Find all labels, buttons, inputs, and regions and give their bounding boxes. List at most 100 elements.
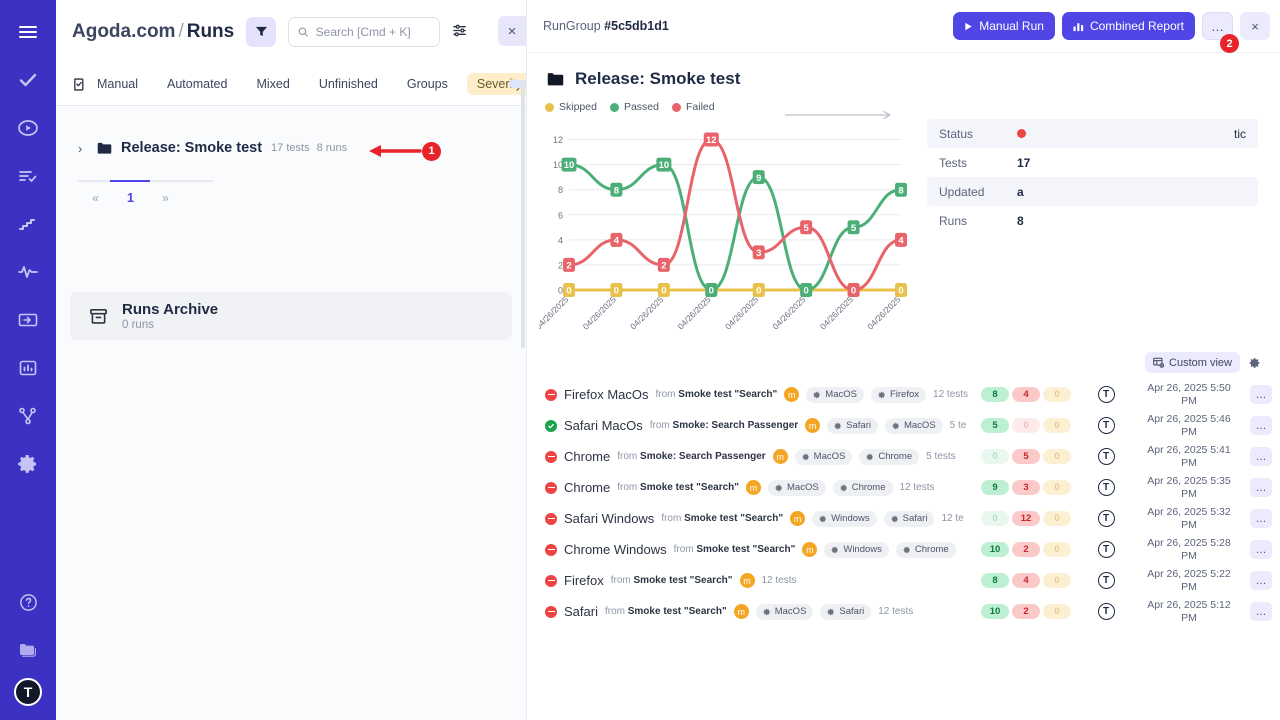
breadcrumb: Agoda.com / Runs — [72, 21, 234, 43]
breadcrumb-separator: / — [178, 20, 184, 42]
tab-overflow[interactable] — [509, 80, 526, 88]
activity-icon[interactable] — [8, 252, 48, 292]
legend-item-passed[interactable]: Passed — [609, 101, 659, 113]
pagination-page-1[interactable]: 1 — [126, 190, 135, 205]
run-count-passed: 8 — [981, 387, 1009, 402]
avatar[interactable]: T — [14, 678, 42, 706]
svg-text:2: 2 — [566, 261, 571, 272]
left-panel-scrollbar[interactable] — [521, 80, 525, 348]
chart-bar-icon[interactable] — [8, 348, 48, 388]
run-row[interactable]: Chrome from Smoke test "Search" m MacOS Chro… — [527, 472, 1280, 503]
run-counts: 10 2 0 — [981, 604, 1071, 619]
svg-text:0: 0 — [661, 286, 666, 297]
branch-icon[interactable] — [8, 396, 48, 436]
rungroup-info-table: Status tic Tests 17 Updated a Runs 8 — [927, 119, 1258, 342]
run-row[interactable]: Chrome from Smoke: Search Passenger m MacOS… — [527, 441, 1280, 472]
list-check-icon[interactable] — [8, 156, 48, 196]
run-row[interactable]: Safari from Smoke test "Search" m MacOS Safa… — [527, 596, 1280, 627]
svg-text:5: 5 — [803, 223, 809, 234]
close-detail-button[interactable]: × — [1240, 12, 1270, 40]
import-icon[interactable] — [8, 300, 48, 340]
filter-button[interactable] — [246, 16, 277, 47]
rungroup-label-text: RunGroup — [543, 19, 601, 33]
tab-groups[interactable]: Groups — [406, 77, 448, 91]
search-box[interactable] — [288, 16, 441, 47]
run-more-button[interactable]: … — [1250, 540, 1272, 559]
run-tests-count: 5 te — [949, 420, 967, 431]
run-count-failed: 2 — [1012, 542, 1040, 557]
status-failed-icon — [545, 450, 557, 463]
breadcrumb-org[interactable]: Agoda.com — [72, 20, 176, 42]
svg-text:8: 8 — [898, 185, 903, 196]
more-options-button[interactable]: … — [1202, 12, 1233, 40]
tab-automated[interactable]: Automated — [167, 77, 228, 91]
gear-icon[interactable] — [1246, 354, 1264, 372]
run-mode-badge: m — [739, 573, 755, 588]
tab-mixed[interactable]: Mixed — [256, 77, 290, 91]
steps-icon[interactable] — [8, 204, 48, 244]
info-row-status: Status tic — [927, 119, 1258, 148]
run-count-skipped: 0 — [1043, 604, 1071, 619]
annotation-badge-2: 2 — [1220, 34, 1239, 53]
left-panel-header: Agoda.com/Runs × — [56, 0, 526, 63]
tree-item-label: Release: Smoke test — [121, 140, 263, 156]
archive-icon — [88, 306, 109, 327]
run-more-button[interactable]: … — [1250, 602, 1272, 621]
run-more-button[interactable]: … — [1250, 571, 1272, 590]
run-mode-badge: m — [746, 480, 762, 495]
run-more-button[interactable]: … — [1250, 478, 1272, 497]
folder-icon[interactable] — [8, 630, 48, 670]
run-row[interactable]: Safari Windows from Smoke test "Search" m W… — [527, 503, 1280, 534]
info-row-updated: Updated a — [927, 177, 1258, 206]
custom-view-button[interactable]: Custom view — [1145, 352, 1240, 373]
runs-archive-card[interactable]: Runs Archive 0 runs — [70, 292, 512, 340]
run-source: from Smoke test "Search" — [655, 389, 778, 400]
gear-icon[interactable] — [8, 444, 48, 484]
status-failed-icon — [545, 543, 557, 556]
tab-manual[interactable]: Manual — [97, 77, 138, 91]
run-owner: T — [1078, 603, 1134, 620]
custom-view-label: Custom view — [1169, 356, 1232, 369]
legend-item-skipped[interactable]: Skipped — [545, 101, 597, 113]
run-more-button[interactable]: … — [1250, 385, 1272, 404]
combined-report-button[interactable]: Combined Report — [1061, 12, 1195, 40]
info-value-tests: 17 — [1017, 155, 1031, 170]
run-row[interactable]: Firefox MacOs from Smoke test "Search" m Ma… — [527, 379, 1280, 410]
run-row[interactable]: Safari MacOs from Smoke: Search Passenger… — [527, 410, 1280, 441]
run-mode-badge: m — [790, 511, 806, 526]
run-chip: MacOS — [794, 448, 853, 465]
manual-run-button[interactable]: Manual Run — [953, 12, 1055, 40]
help-icon[interactable] — [8, 582, 48, 622]
svg-text:5: 5 — [851, 223, 857, 234]
svg-text:0: 0 — [566, 286, 571, 297]
run-source: from Smoke test "Search" — [661, 513, 784, 524]
avatar: T — [1097, 448, 1115, 465]
run-count-passed: 0 — [981, 449, 1009, 464]
chevron-right-icon[interactable]: › — [78, 140, 83, 156]
svg-text:8: 8 — [558, 185, 563, 195]
avatar: T — [1097, 572, 1115, 589]
legend-dot-failed — [671, 102, 681, 112]
run-row[interactable]: Chrome Windows from Smoke test "Search" m W… — [527, 534, 1280, 565]
chart-scroll-arrow-icon[interactable] — [785, 110, 895, 120]
tree-item-release-smoke-test[interactable]: › Release: Smoke test 17 tests 8 runs 1 — [56, 132, 526, 164]
svg-text:2: 2 — [558, 260, 563, 270]
menu-icon[interactable] — [8, 12, 48, 52]
pagination-next[interactable]: » — [162, 190, 169, 205]
run-chip: Safari — [820, 603, 872, 620]
runs-tree: › Release: Smoke test 17 tests 8 runs 1 — [56, 106, 526, 164]
list-view-icon[interactable] — [72, 77, 87, 92]
check-icon[interactable] — [8, 60, 48, 100]
legend-item-failed[interactable]: Failed — [671, 101, 715, 113]
play-circle-icon[interactable] — [8, 108, 48, 148]
run-more-button[interactable]: … — [1250, 416, 1272, 435]
pagination-prev[interactable]: « — [92, 190, 99, 205]
settings-sliders-icon[interactable] — [452, 22, 472, 42]
close-panel-button[interactable]: × — [498, 16, 526, 46]
run-chip: Windows — [824, 541, 889, 558]
run-more-button[interactable]: … — [1250, 509, 1272, 528]
search-input[interactable] — [315, 24, 431, 39]
run-more-button[interactable]: … — [1250, 447, 1272, 466]
run-row[interactable]: Firefox from Smoke test "Search" m 12 tests… — [527, 565, 1280, 596]
tab-unfinished[interactable]: Unfinished — [318, 77, 378, 91]
